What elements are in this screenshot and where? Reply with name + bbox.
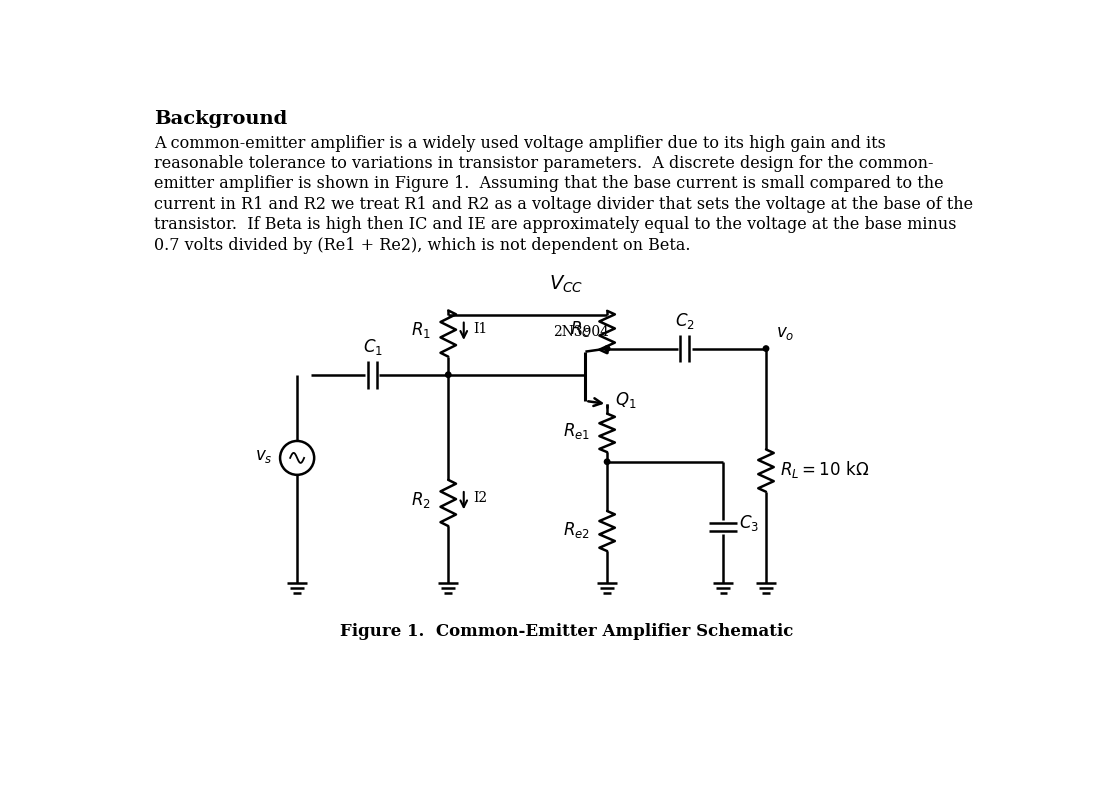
Text: current in R1 and R2 we treat R1 and R2 as a voltage divider that sets the volta: current in R1 and R2 we treat R1 and R2 … — [154, 196, 973, 213]
Text: $C_2$: $C_2$ — [676, 311, 696, 331]
Text: I2: I2 — [473, 491, 487, 506]
Text: A common-emitter amplifier is a widely used voltage amplifier due to its high ga: A common-emitter amplifier is a widely u… — [154, 134, 886, 151]
Text: $Q_1$: $Q_1$ — [615, 390, 636, 410]
Text: reasonable tolerance to variations in transistor parameters.  A discrete design : reasonable tolerance to variations in tr… — [154, 155, 933, 172]
Circle shape — [604, 459, 609, 465]
Circle shape — [763, 346, 769, 351]
Text: $C_1$: $C_1$ — [363, 337, 383, 357]
Circle shape — [604, 346, 609, 351]
Text: Background: Background — [154, 110, 286, 128]
Text: $V_{CC}$: $V_{CC}$ — [549, 274, 583, 294]
Circle shape — [446, 372, 451, 378]
Text: $v_o$: $v_o$ — [776, 326, 794, 342]
Text: I1: I1 — [473, 322, 488, 336]
Text: $v_s$: $v_s$ — [254, 448, 272, 465]
Text: $R_{e2}$: $R_{e2}$ — [563, 519, 591, 539]
Text: $R_{e1}$: $R_{e1}$ — [563, 422, 591, 442]
Text: emitter amplifier is shown in Figure 1.  Assuming that the base current is small: emitter amplifier is shown in Figure 1. … — [154, 175, 943, 192]
Text: $R_2$: $R_2$ — [411, 490, 431, 510]
Text: $C_3$: $C_3$ — [739, 514, 759, 534]
Text: 0.7 volts divided by (Re1 + Re2), which is not dependent on Beta.: 0.7 volts divided by (Re1 + Re2), which … — [154, 237, 690, 254]
Text: $R_C$: $R_C$ — [570, 319, 592, 339]
Text: Figure 1.  Common-Emitter Amplifier Schematic: Figure 1. Common-Emitter Amplifier Schem… — [341, 623, 793, 641]
Text: transistor.  If Beta is high then IC and IE are approximately equal to the volta: transistor. If Beta is high then IC and … — [154, 216, 957, 233]
Text: $R_L = 10\ \mathrm{k}\Omega$: $R_L = 10\ \mathrm{k}\Omega$ — [780, 458, 869, 479]
Text: 2N3904: 2N3904 — [553, 326, 609, 339]
Text: $R_1$: $R_1$ — [411, 321, 431, 341]
